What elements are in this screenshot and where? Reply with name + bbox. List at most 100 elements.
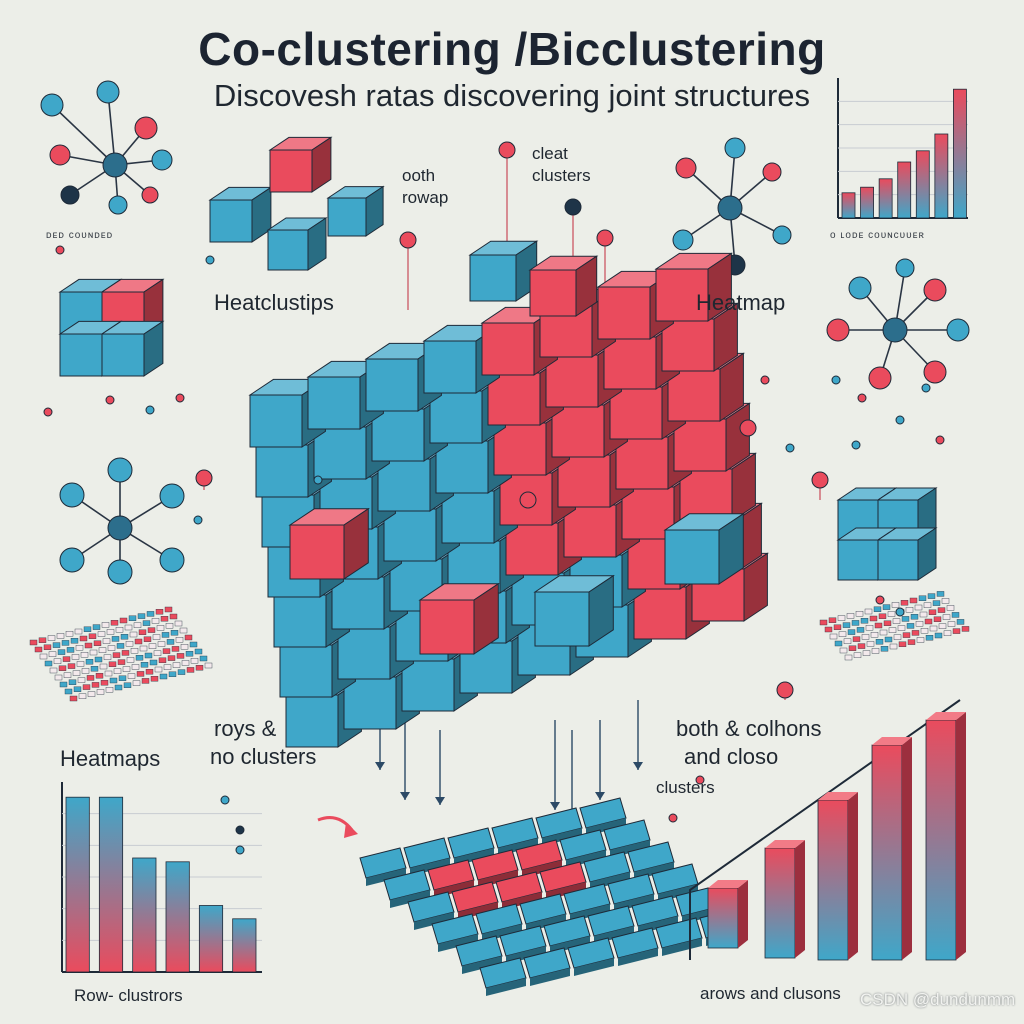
heatmap-cell xyxy=(838,631,847,637)
pin-head-icon xyxy=(399,231,417,249)
label-heatmaps: Heatmaps xyxy=(60,746,161,771)
network-node xyxy=(134,116,158,140)
heatmap-cell xyxy=(145,669,154,675)
page-subtitle: Discovesh ratas discovering joint struct… xyxy=(213,78,811,113)
label-arows-clusters: arows and clusons xyxy=(700,984,841,1003)
heatmap-cell xyxy=(101,622,110,628)
heatmap-cell xyxy=(139,645,148,652)
cube-icon xyxy=(208,186,273,243)
heatmap-cell xyxy=(171,646,180,652)
cube-front xyxy=(327,197,367,237)
heatmap-cell xyxy=(75,645,84,651)
heatmap-cell xyxy=(126,657,135,663)
heatmap-cell xyxy=(839,647,848,654)
dot-icon xyxy=(105,395,115,405)
cube-cluster-icon-top-center xyxy=(208,136,385,271)
heatmap-cell xyxy=(915,621,924,627)
cube-front xyxy=(597,286,651,340)
cube-front xyxy=(661,318,715,372)
chart-bar-top xyxy=(765,840,805,848)
cube-front xyxy=(371,408,425,462)
heatmap-cell xyxy=(49,667,58,674)
heatmap-cell xyxy=(94,656,103,663)
dot-icon xyxy=(145,405,155,415)
heatmap-cell xyxy=(109,677,118,684)
heatmap-cell xyxy=(99,663,108,670)
heatmap-cell xyxy=(131,664,140,670)
shapes-layer xyxy=(29,78,970,996)
network-node xyxy=(675,157,697,179)
cube-front xyxy=(273,594,327,648)
heatmap-cell xyxy=(956,619,965,625)
dot-icon xyxy=(831,375,841,385)
heatmap-cell xyxy=(199,655,208,662)
network-node xyxy=(159,483,185,509)
heatmap-cell xyxy=(140,662,149,668)
heatmap-cell xyxy=(52,642,61,648)
heatmap-cell xyxy=(142,620,151,626)
chart-bar xyxy=(860,186,874,219)
chart-bar-front xyxy=(925,719,957,961)
label-roys-line2: no clusters xyxy=(210,744,317,769)
heatmap-cell xyxy=(29,639,38,646)
heatmap-cell xyxy=(853,652,862,658)
chart-bar xyxy=(132,857,157,973)
heatmap-cell xyxy=(189,641,198,648)
dot-icon xyxy=(193,515,203,525)
floor-tile-edge xyxy=(530,968,570,986)
heatmap-cell xyxy=(158,657,167,663)
network-node xyxy=(108,195,128,215)
cube-front xyxy=(679,468,733,522)
highlight-cell xyxy=(468,240,539,302)
heatmap-cell xyxy=(165,623,174,629)
cube-front xyxy=(615,436,669,490)
chart-axis xyxy=(689,699,961,960)
cube-front xyxy=(551,404,605,458)
label-both-colhons-line3: clusters xyxy=(656,778,715,797)
caption-small-right: ᴏ ʟᴏᴅᴇ ᴄᴏᴜɴᴄᴜᴜᴇʀ xyxy=(830,230,925,241)
arrow-head-icon xyxy=(595,792,605,800)
pin-head-icon xyxy=(739,419,757,437)
cube-front xyxy=(534,591,590,647)
cube-icon xyxy=(100,320,165,377)
heatmap-cell xyxy=(195,665,204,671)
network-graph-icon-top-right xyxy=(672,137,792,276)
heatmap-cell xyxy=(910,614,919,620)
network-node xyxy=(40,93,64,117)
network-node xyxy=(107,559,133,585)
heatmap-cell xyxy=(160,616,169,622)
heatmap-cell xyxy=(837,615,846,621)
cube-front xyxy=(545,354,599,408)
network-hub xyxy=(717,195,743,221)
cube-front xyxy=(609,386,663,440)
heatmap-cell xyxy=(155,609,164,615)
dot-icon xyxy=(235,825,245,835)
dot-icon xyxy=(895,415,905,425)
cube-front xyxy=(505,522,559,576)
network-node xyxy=(60,185,80,205)
heatmap-cell xyxy=(943,630,952,636)
heatmap-cell xyxy=(855,611,864,617)
network-node xyxy=(159,547,185,573)
heatmap-cell xyxy=(78,693,87,699)
curved-arrow-head-icon xyxy=(344,822,358,838)
heatmap-cell xyxy=(856,627,865,633)
heatmap-cell xyxy=(68,679,77,685)
chart-bar-side xyxy=(848,792,858,960)
heatmap-cell xyxy=(47,635,56,641)
heatmap-cell xyxy=(887,611,896,617)
cube-front xyxy=(331,576,385,630)
central-cube-matrix xyxy=(248,240,770,748)
arrow-head-icon xyxy=(400,792,410,800)
chart-bar xyxy=(915,150,930,219)
cube-front xyxy=(289,524,345,580)
network-graph-icon-top-left xyxy=(40,80,173,215)
heatmap-cell xyxy=(44,660,53,667)
dot-icon xyxy=(760,375,770,385)
dot-icon xyxy=(205,255,215,265)
heatmap-cell xyxy=(177,669,186,675)
heatmap-cell xyxy=(144,652,153,659)
label-both-rowap-line1: ᴏoth xyxy=(402,166,436,185)
heatmap-cell xyxy=(164,606,173,613)
heatmap-cell xyxy=(166,639,175,645)
